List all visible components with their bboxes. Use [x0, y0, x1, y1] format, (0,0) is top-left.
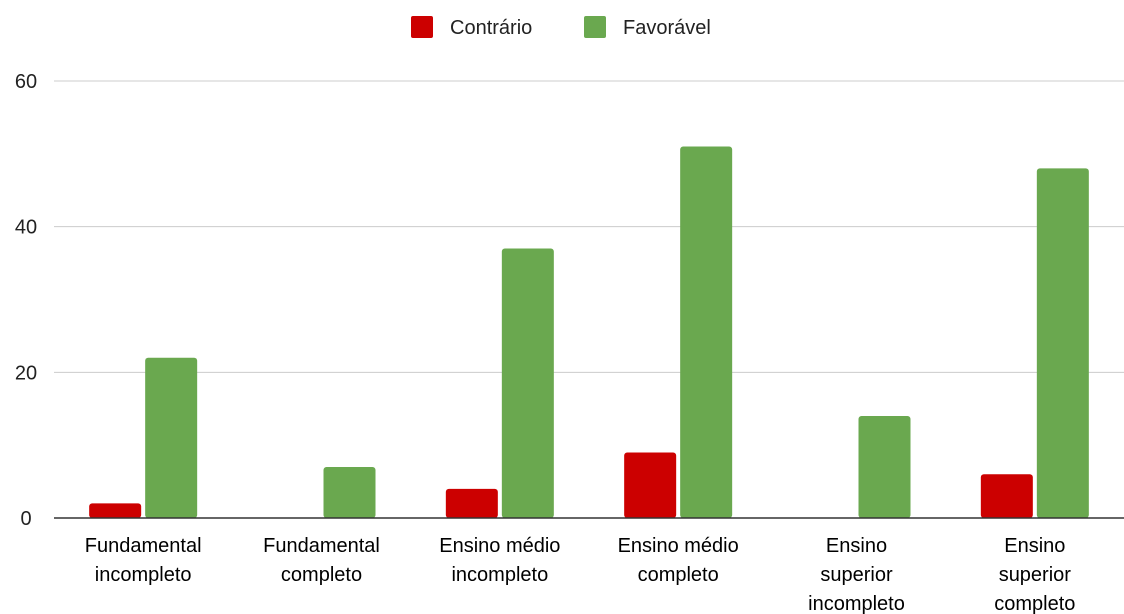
legend: Contrário Favorável: [411, 16, 711, 39]
y-tick-label: 20: [15, 362, 37, 384]
bars: [89, 146, 1089, 519]
bar-favoravel: [323, 467, 376, 518]
legend-swatch-favoravel: [584, 16, 606, 38]
x-tick-label: Fundamental completo: [263, 535, 380, 586]
y-axis-ticks: 0 20 40 60: [15, 71, 37, 530]
x-tick-label: Ensino médio incompleto: [439, 535, 560, 586]
legend-label-favoravel: Favorável: [623, 17, 711, 39]
y-tick-label: 40: [15, 217, 37, 239]
x-tick-label: Ensino médio completo: [618, 535, 739, 586]
bar-contrario: [624, 452, 677, 518]
y-tick-label: 60: [15, 71, 37, 93]
bar-contrario: [89, 503, 142, 518]
y-tick-label: 0: [20, 508, 31, 530]
legend-swatch-contrario: [411, 16, 433, 38]
x-tick-label: Ensino superior incompleto: [808, 535, 905, 614]
x-axis-labels: Fundamental incompleto Fundamental completo…: [85, 535, 1076, 614]
bar-contrario: [980, 474, 1033, 518]
bar-favoravel: [145, 357, 198, 518]
bar-favoravel: [858, 416, 911, 518]
x-tick-label: Ensino superior completo: [994, 535, 1075, 614]
bar-favoravel: [680, 146, 733, 519]
bar-favoravel: [501, 248, 554, 518]
bar-favoravel: [1036, 168, 1089, 518]
gridlines: [54, 80, 1124, 373]
legend-label-contrario: Contrário: [450, 17, 532, 39]
x-tick-label: Fundamental incompleto: [85, 535, 202, 586]
bar-contrario: [445, 488, 498, 518]
